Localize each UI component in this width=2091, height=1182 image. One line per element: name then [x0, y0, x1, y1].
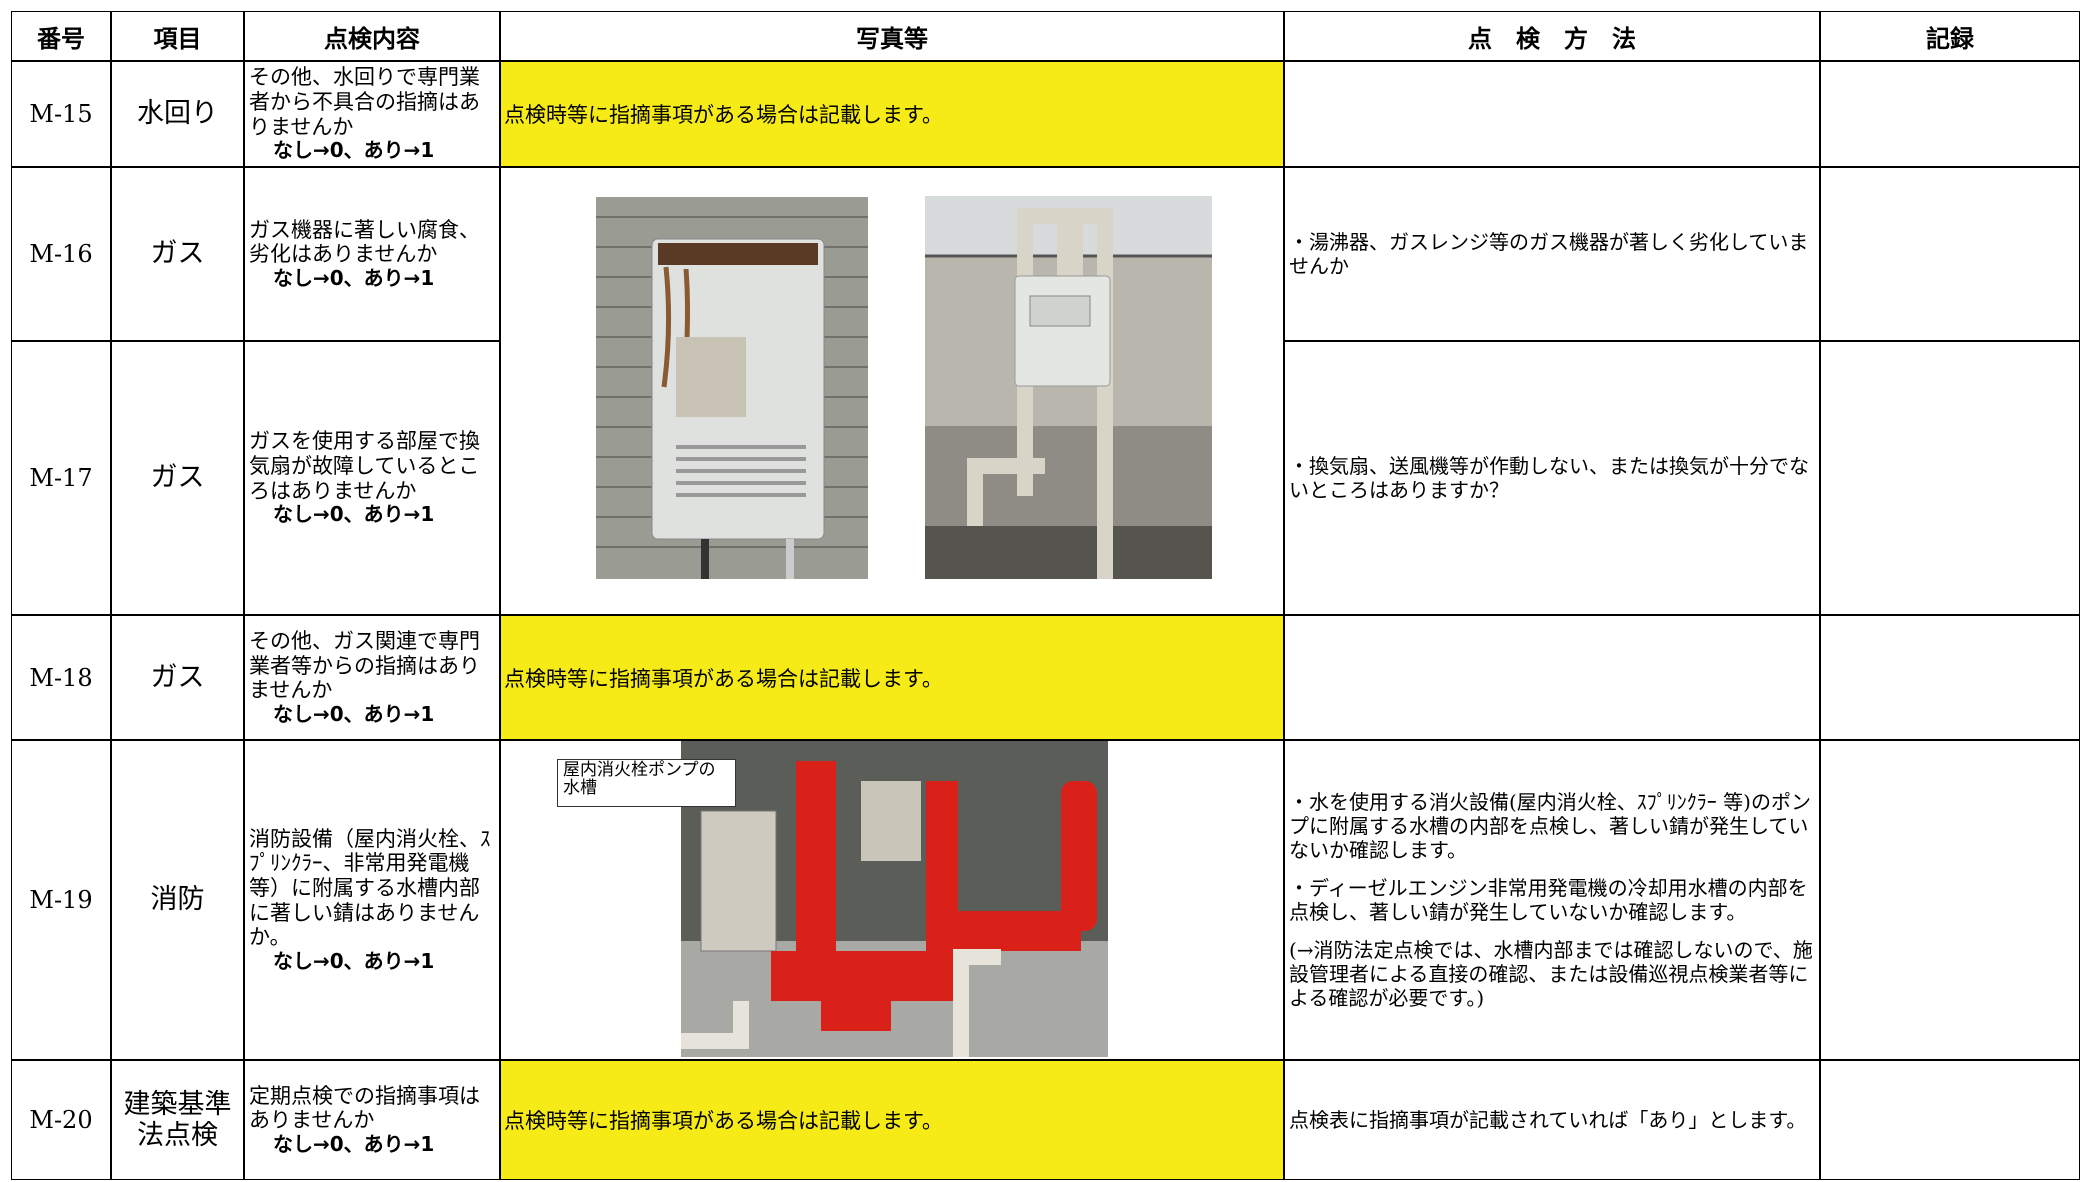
header-cell: 項目 [111, 11, 244, 61]
photo-pump [681, 741, 1108, 1057]
content-question: 定期点検での指摘事項はありませんか [249, 1083, 480, 1133]
method-paragraph: ・湯沸器、ガスレンジ等のガス機器が著しく劣化していませんか [1289, 230, 1809, 278]
method-paragraph: ・ディーゼルエンジン非常用発電機の冷却用水槽の内部を点検し、著しい錆が発生してい… [1289, 876, 1808, 924]
content-text: 定期点検での指摘事項はありませんか なし→0、あり→1 [249, 1084, 495, 1157]
inspection-content: ガスを使用する部屋で換気扇が故障しているところはありませんか なし→0、あり→1 [244, 341, 500, 615]
inspection-method: 点検表に指摘事項が記載されていれば「あり」とします。 [1284, 1060, 1820, 1180]
inspection-method [1284, 61, 1820, 167]
photo-note: 点検時等に指摘事項がある場合は記載します。 [500, 61, 1284, 167]
content-text: その他、水回りで専門業者から不具合の指摘はありませんか なし→0、あり→1 [249, 65, 495, 162]
record-cell [1820, 615, 2080, 740]
row-number: M-19 [11, 740, 111, 1060]
content-question: ガス機器に著しい腐食、劣化はありませんか [249, 217, 480, 267]
header-cell: 記録 [1820, 11, 2080, 61]
row-number: M-18 [11, 615, 111, 740]
method-paragraph: ・換気扇、送風機等が作動しない、または換気が十分でないところはありますか？ [1289, 454, 1809, 502]
inspection-method: ・湯沸器、ガスレンジ等のガス機器が著しく劣化していませんか [1284, 167, 1820, 341]
method-text: ・湯沸器、ガスレンジ等のガス機器が著しく劣化していませんか [1289, 230, 1815, 278]
content-question: 消防設備（屋内消火栓、ｽﾌﾟﾘﾝｸﾗｰ、非常用発電機等）に附属する水槽内部に著し… [249, 826, 491, 950]
content-answer: なし→0、あり→1 [273, 1131, 435, 1156]
content-answer: なし→0、あり→1 [273, 701, 435, 726]
row-item: ガス [111, 341, 244, 615]
header-cell: 点 検 方 法 [1284, 11, 1820, 61]
row-item: ガス [111, 615, 244, 740]
record-cell [1820, 341, 2080, 615]
content-text: ガスを使用する部屋で換気扇が故障しているところはありませんか なし→0、あり→1 [249, 429, 495, 526]
row-item: 建築基準法点検 [111, 1060, 244, 1180]
row-number: M-17 [11, 341, 111, 615]
content-text: その他、ガス関連で専門業者等からの指摘はありませんか なし→0、あり→1 [249, 629, 495, 726]
photo-note: 点検時等に指摘事項がある場合は記載します。 [500, 615, 1284, 740]
inspection-content: 消防設備（屋内消火栓、ｽﾌﾟﾘﾝｸﾗｰ、非常用発電機等）に附属する水槽内部に著し… [244, 740, 500, 1060]
content-text: ガス機器に著しい腐食、劣化はありませんか なし→0、あり→1 [249, 218, 495, 291]
row-item: 消防 [111, 740, 244, 1060]
row-item: ガス [111, 167, 244, 341]
photo-note: 点検時等に指摘事項がある場合は記載します。 [500, 1060, 1284, 1180]
row-number: M-20 [11, 1060, 111, 1180]
content-question: その他、ガス関連で専門業者等からの指摘はありませんか [249, 628, 480, 703]
content-text: 消防設備（屋内消火栓、ｽﾌﾟﾘﾝｸﾗｰ、非常用発電機等）に附属する水槽内部に著し… [249, 827, 495, 973]
photo-cell [500, 167, 1284, 615]
photo-cell [500, 740, 1284, 1060]
photo-callout: 屋内消火栓ポンプの水槽 [557, 759, 736, 807]
header-cell: 写真等 [500, 11, 1284, 61]
record-cell [1820, 740, 2080, 1060]
row-item: 水回り [111, 61, 244, 167]
inspection-content: その他、ガス関連で専門業者等からの指摘はありませんか なし→0、あり→1 [244, 615, 500, 740]
record-cell [1820, 167, 2080, 341]
record-cell [1820, 61, 2080, 167]
method-text: ・水を使用する消火設備(屋内消火栓、ｽﾌﾟﾘﾝｸﾗｰ 等)のポンプに附属する水槽… [1289, 790, 1815, 1010]
content-answer: なし→0、あり→1 [273, 502, 435, 527]
content-question: ガスを使用する部屋で換気扇が故障しているところはありませんか [249, 429, 480, 503]
inspection-content: その他、水回りで専門業者から不具合の指摘はありませんか なし→0、あり→1 [244, 61, 500, 167]
row-number: M-16 [11, 167, 111, 341]
inspection-content: ガス機器に著しい腐食、劣化はありませんか なし→0、あり→1 [244, 167, 500, 341]
record-cell [1820, 1060, 2080, 1180]
content-answer: なし→0、あり→1 [273, 138, 435, 163]
photo-water-heater [596, 197, 868, 579]
inspection-method [1284, 615, 1820, 740]
inspection-content: 定期点検での指摘事項はありませんか なし→0、あり→1 [244, 1060, 500, 1180]
photo-gas-meter [925, 196, 1212, 579]
content-answer: なし→0、あり→1 [273, 948, 435, 973]
method-text: ・換気扇、送風機等が作動しない、または換気が十分でないところはありますか？ [1289, 454, 1815, 502]
header-cell: 点検内容 [244, 11, 500, 61]
inspection-method: ・換気扇、送風機等が作動しない、または換気が十分でないところはありますか？ [1284, 341, 1820, 615]
row-number: M-15 [11, 61, 111, 167]
content-question: その他、水回りで専門業者から不具合の指摘はありませんか [249, 65, 480, 139]
content-answer: なし→0、あり→1 [273, 265, 435, 290]
method-paragraph: (→消防法定点検では、水槽内部までは確認しないので、施設管理者による直接の確認、… [1289, 938, 1813, 1010]
header-cell: 番号 [11, 11, 111, 61]
inspection-method: ・水を使用する消火設備(屋内消火栓、ｽﾌﾟﾘﾝｸﾗｰ 等)のポンプに附属する水槽… [1284, 740, 1820, 1060]
method-paragraph: ・水を使用する消火設備(屋内消火栓、ｽﾌﾟﾘﾝｸﾗｰ 等)のポンプに附属する水槽… [1289, 790, 1811, 862]
method-text: 点検表に指摘事項が記載されていれば「あり」とします。 [1289, 1108, 1806, 1132]
method-paragraph: 点検表に指摘事項が記載されていれば「あり」とします。 [1289, 1108, 1807, 1132]
